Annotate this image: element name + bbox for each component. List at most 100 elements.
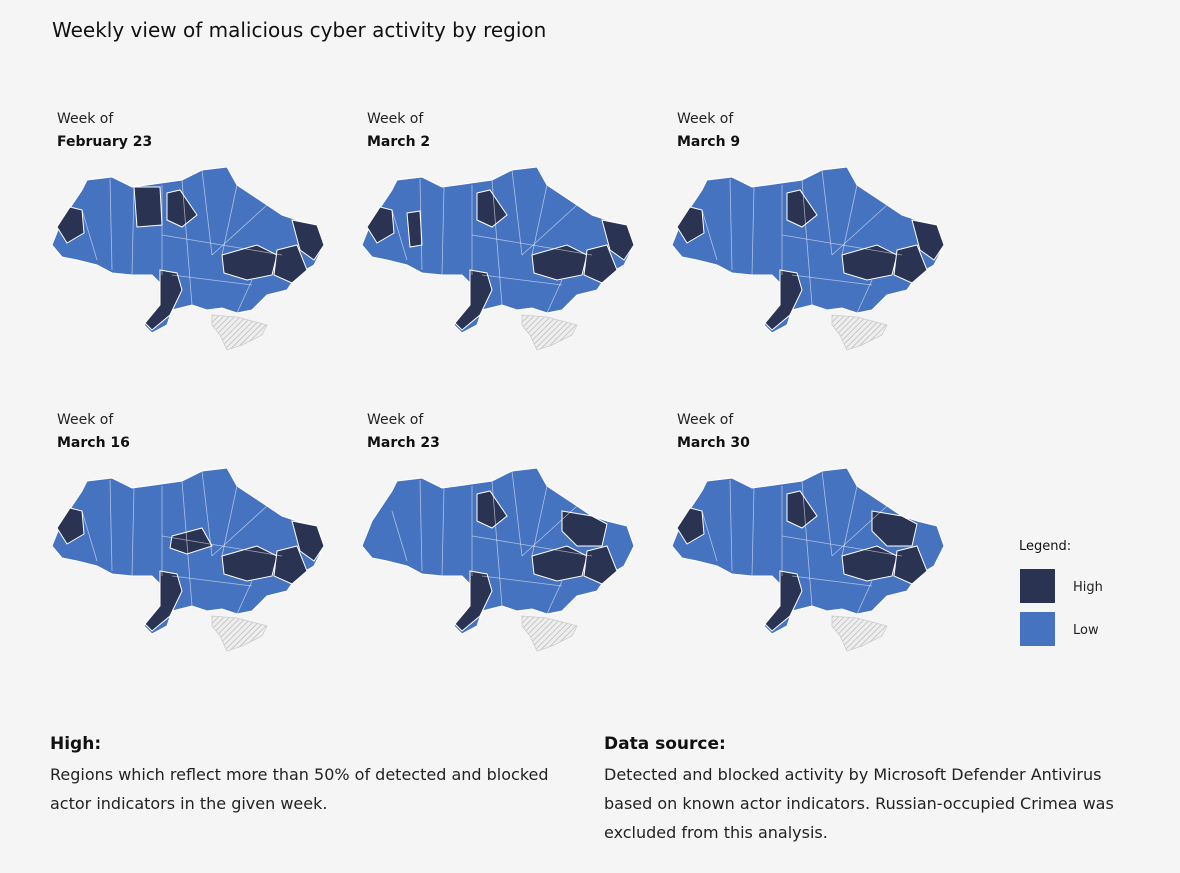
ukraine-map [671, 467, 945, 652]
week-prefix: Week of [367, 111, 424, 127]
region-border [109, 178, 113, 271]
legend-label: High [1073, 580, 1103, 595]
note: High: Regions which reflect more than 50… [50, 734, 570, 818]
region-border [181, 179, 193, 306]
high-region [166, 189, 198, 228]
region-border [391, 209, 408, 261]
high-region [454, 570, 493, 632]
region-border [491, 480, 503, 607]
region-border [181, 480, 193, 607]
region-border [841, 485, 858, 557]
region-border [841, 184, 858, 256]
region-border [546, 580, 563, 615]
region-border [521, 204, 578, 256]
region-border [419, 178, 423, 271]
crimea [521, 314, 578, 351]
region-border [856, 279, 873, 314]
high-region [291, 520, 325, 562]
region-border [751, 186, 755, 276]
region-border [471, 234, 593, 256]
region-border [171, 575, 253, 587]
high-region [406, 210, 423, 248]
high-region [56, 206, 85, 244]
week-label: March 30 [677, 435, 750, 451]
region-border [211, 505, 268, 557]
high-region [676, 206, 705, 244]
week-label: February 23 [57, 134, 152, 150]
region-border [236, 580, 253, 615]
region-border [729, 479, 733, 572]
crimea [521, 615, 578, 652]
region-border [531, 184, 548, 256]
high-region [786, 490, 818, 529]
high-region [531, 545, 588, 582]
ukraine-map [361, 467, 635, 652]
high-region [871, 510, 918, 547]
region-border [511, 470, 523, 557]
high-region [841, 545, 898, 582]
crimea [211, 615, 268, 652]
region-border [801, 179, 813, 306]
high-region [583, 244, 618, 284]
high-region [764, 269, 803, 331]
crimea [831, 314, 888, 351]
region-border [481, 575, 563, 587]
region-border [856, 580, 873, 615]
region-border [791, 575, 873, 587]
region-border [441, 487, 445, 577]
week-prefix: Week of [57, 111, 114, 127]
region-border [521, 505, 578, 557]
region-border [751, 487, 755, 577]
high-region [56, 507, 85, 545]
legend-title: Legend: [1019, 539, 1071, 554]
region-border [531, 485, 548, 557]
high-region [144, 269, 183, 331]
region-border [221, 184, 238, 256]
ukraine-map [51, 467, 325, 652]
crimea [211, 314, 268, 351]
region-border [471, 535, 593, 557]
region-border [391, 510, 408, 562]
region-border [201, 470, 213, 557]
region-border [211, 204, 268, 256]
legend-swatch [1020, 569, 1055, 603]
region-border [781, 535, 903, 557]
region-border [81, 209, 98, 261]
note-heading: High: [50, 734, 102, 754]
high-region [273, 545, 308, 585]
crimea [831, 615, 888, 652]
high-region [841, 244, 898, 281]
region-border [481, 274, 563, 286]
week-label: March 2 [367, 134, 430, 150]
region-border [701, 510, 718, 562]
note-text: Regions which reflect more than 50% of d… [50, 765, 549, 813]
region-border [419, 479, 423, 572]
note: Data source: Detected and blocked activi… [604, 734, 1124, 847]
week-label: March 16 [57, 435, 130, 451]
high-region [583, 545, 618, 585]
region-border [221, 485, 238, 557]
region-border [131, 487, 135, 577]
high-region [676, 507, 705, 545]
high-region [601, 219, 635, 261]
legend-swatch [1020, 612, 1055, 646]
region-border [546, 279, 563, 314]
week-prefix: Week of [677, 111, 734, 127]
high-region [893, 244, 928, 284]
region-border [791, 274, 873, 286]
region-border [81, 510, 98, 562]
maps: Week of February 23 Week of March 2 Week of M… [51, 111, 1103, 652]
high-region [911, 219, 945, 261]
ukraine-map [671, 166, 945, 351]
region-border [821, 169, 833, 256]
high-region [366, 206, 395, 244]
high-region [144, 570, 183, 632]
high-region [221, 545, 278, 582]
high-region [291, 219, 325, 261]
note-heading: Data source: [604, 734, 726, 754]
region-border [831, 505, 888, 557]
high-region [221, 244, 278, 281]
high-region [893, 545, 928, 585]
high-region [786, 189, 818, 228]
